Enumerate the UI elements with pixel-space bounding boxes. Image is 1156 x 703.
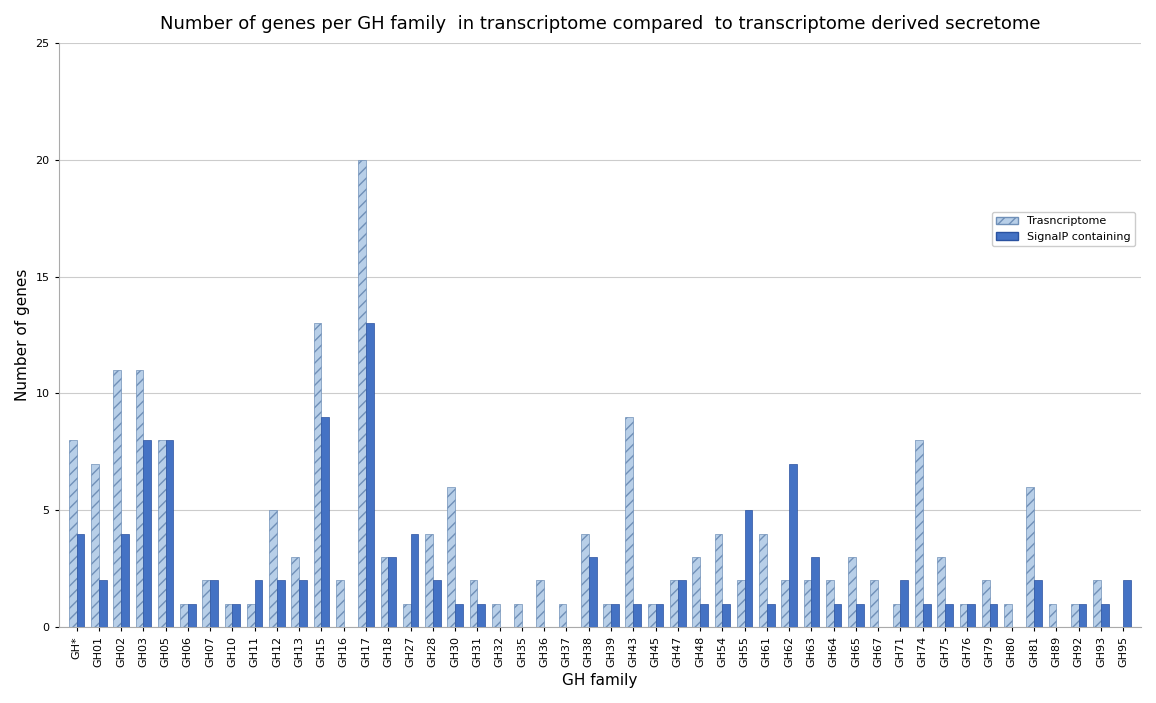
Bar <box>625 417 633 627</box>
Bar <box>143 440 151 627</box>
Bar <box>647 604 655 627</box>
Bar <box>1101 604 1109 627</box>
Bar <box>277 581 284 627</box>
Bar <box>291 557 299 627</box>
Title: Number of genes per GH family  in transcriptome compared  to transcriptome deriv: Number of genes per GH family in transcr… <box>160 15 1040 33</box>
Bar <box>269 510 277 627</box>
Bar <box>922 604 931 627</box>
Bar <box>701 604 707 627</box>
Bar <box>944 604 953 627</box>
Bar <box>558 604 566 627</box>
Bar <box>812 557 820 627</box>
Bar <box>135 370 143 627</box>
Bar <box>1094 581 1101 627</box>
Bar <box>581 534 588 627</box>
Bar <box>121 534 128 627</box>
Bar <box>1048 604 1057 627</box>
Bar <box>790 463 796 627</box>
Bar <box>901 581 909 627</box>
Bar <box>254 581 262 627</box>
Bar <box>113 370 121 627</box>
Bar <box>158 440 165 627</box>
Bar <box>425 534 432 627</box>
Bar <box>447 487 455 627</box>
Bar <box>210 581 218 627</box>
Bar <box>388 557 397 627</box>
Bar <box>336 581 343 627</box>
Bar <box>938 557 944 627</box>
Bar <box>849 557 855 627</box>
Bar <box>202 581 210 627</box>
Bar <box>714 534 722 627</box>
Bar <box>68 440 76 627</box>
Bar <box>744 510 753 627</box>
Bar <box>655 604 664 627</box>
Bar <box>536 581 544 627</box>
Bar <box>603 604 612 627</box>
Bar <box>892 604 901 627</box>
Bar <box>410 534 418 627</box>
Bar <box>959 604 968 627</box>
Bar <box>990 604 998 627</box>
Bar <box>247 604 254 627</box>
Bar <box>98 581 106 627</box>
Bar <box>766 604 775 627</box>
Bar <box>677 581 686 627</box>
Bar <box>232 604 240 627</box>
Bar <box>402 604 410 627</box>
Bar <box>692 557 701 627</box>
X-axis label: GH family: GH family <box>562 673 638 688</box>
Bar <box>366 323 373 627</box>
Bar <box>633 604 642 627</box>
Bar <box>1079 604 1087 627</box>
Legend: Trasncriptome, SignalP containing: Trasncriptome, SignalP containing <box>992 212 1135 247</box>
Bar <box>1035 581 1042 627</box>
Bar <box>588 557 596 627</box>
Bar <box>380 557 388 627</box>
Bar <box>870 581 879 627</box>
Bar <box>722 604 731 627</box>
Bar <box>833 604 842 627</box>
Bar <box>224 604 232 627</box>
Bar <box>491 604 499 627</box>
Bar <box>91 463 98 627</box>
Bar <box>432 581 440 627</box>
Bar <box>321 417 329 627</box>
Bar <box>759 534 766 627</box>
Bar <box>358 160 366 627</box>
Bar <box>968 604 976 627</box>
Bar <box>455 604 462 627</box>
Bar <box>1124 581 1131 627</box>
Bar <box>612 604 618 627</box>
Bar <box>165 440 173 627</box>
Bar <box>477 604 486 627</box>
Bar <box>670 581 677 627</box>
Bar <box>855 604 864 627</box>
Bar <box>1027 487 1035 627</box>
Bar <box>313 323 321 627</box>
Bar <box>299 581 307 627</box>
Bar <box>180 604 188 627</box>
Bar <box>781 581 790 627</box>
Bar <box>981 581 990 627</box>
Bar <box>469 581 477 627</box>
Bar <box>803 581 812 627</box>
Bar <box>188 604 195 627</box>
Bar <box>514 604 521 627</box>
Bar <box>736 581 744 627</box>
Bar <box>825 581 833 627</box>
Bar <box>1070 604 1079 627</box>
Bar <box>1005 604 1012 627</box>
Bar <box>76 534 84 627</box>
Bar <box>914 440 922 627</box>
Y-axis label: Number of genes: Number of genes <box>15 269 30 401</box>
